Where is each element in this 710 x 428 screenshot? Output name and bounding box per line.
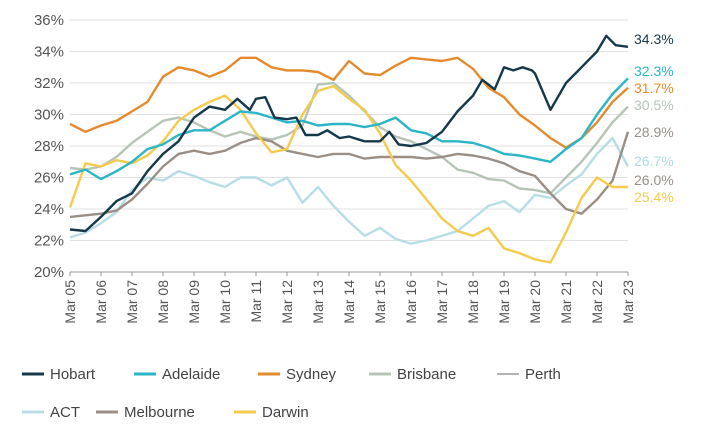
x-tick-label: Mar 21 — [558, 280, 574, 324]
y-tick-label: 22% — [34, 233, 64, 250]
legend-label-melbourne: Melbourne — [124, 404, 195, 421]
x-tick-label: Mar 17 — [434, 280, 450, 324]
legend: Hobart Adelaide Sydney Brisbane Perth ACT Melb… — [22, 366, 561, 421]
y-tick-label: 26% — [34, 170, 64, 187]
series-line-melbourne — [69, 131, 630, 219]
x-tick-label: Mar 11 — [248, 280, 264, 323]
x-tick-label: Mar 19 — [496, 280, 512, 324]
end-label-brisbane: 30.5% — [634, 97, 674, 113]
legend-label-adelaide: Adelaide — [162, 366, 220, 383]
y-tick-label: 34% — [34, 44, 64, 61]
end-label-act: 26.7% — [634, 153, 674, 169]
end-label-hobart: 34.3% — [634, 31, 674, 47]
series-line-brisbane — [69, 81, 629, 195]
x-tick-label: Mar 23 — [620, 280, 636, 324]
end-label-sydney: 31.7% — [634, 80, 674, 96]
series-line-hobart — [69, 34, 629, 233]
legend-label-brisbane: Brisbane — [397, 366, 456, 383]
y-tick-label: 24% — [34, 201, 64, 218]
x-tick-label: Mar 08 — [155, 280, 171, 324]
legend-label-perth: Perth — [525, 366, 561, 383]
end-label-adelaide: 32.3% — [634, 63, 674, 79]
end-label-extra: 26.0% — [634, 172, 674, 188]
y-tick-label: 20% — [34, 264, 64, 281]
x-tick-label: Mar 20 — [527, 280, 543, 324]
x-tick-label: Mar 22 — [589, 280, 605, 324]
end-labels: 34.3% 32.3%31.7%30.5% 26.7% 28.9% 25.4%26.0% — [634, 31, 674, 205]
x-tick-label: Mar 09 — [186, 280, 202, 324]
x-tick-label: Mar 06 — [93, 280, 109, 324]
end-label-melbourne: 28.9% — [634, 124, 674, 140]
y-tick-label: 28% — [34, 138, 64, 155]
series-line-sydney — [69, 56, 629, 149]
x-tick-label: Mar 07 — [124, 280, 140, 324]
x-tick-label: Mar 16 — [403, 280, 419, 324]
y-tick-label: 32% — [34, 75, 64, 92]
legend-label-sydney: Sydney — [286, 366, 337, 383]
series-line-act — [69, 136, 630, 245]
legend-label-darwin: Darwin — [262, 404, 309, 421]
legend-label-act: ACT — [50, 404, 80, 421]
series-line-adelaide — [69, 77, 629, 181]
y-tick-label: 30% — [34, 107, 64, 124]
x-tick-label: Mar 15 — [372, 280, 388, 324]
end-label-darwin: 25.4% — [634, 189, 674, 205]
x-axis-ticks: Mar 05 Mar 06 Mar 07 Mar 08 Mar 09 Mar 10 Mar … — [62, 272, 636, 324]
series-line-darwin — [68, 84, 628, 264]
x-tick-label: Mar 18 — [465, 280, 481, 324]
x-tick-label: Mar 12 — [279, 280, 295, 324]
x-tick-label: Mar 14 — [341, 280, 357, 324]
legend-label-hobart: Hobart — [50, 366, 96, 383]
x-tick-label: Mar 10 — [217, 280, 233, 324]
x-tick-label: Mar 13 — [310, 280, 326, 324]
y-tick-label: 36% — [34, 12, 64, 29]
x-tick-label: Mar 05 — [62, 280, 78, 324]
series-lines — [68, 34, 630, 264]
y-axis-ticks: 20% 22% 24% 26% 28% 30% 32% 34% 36% — [34, 12, 64, 281]
